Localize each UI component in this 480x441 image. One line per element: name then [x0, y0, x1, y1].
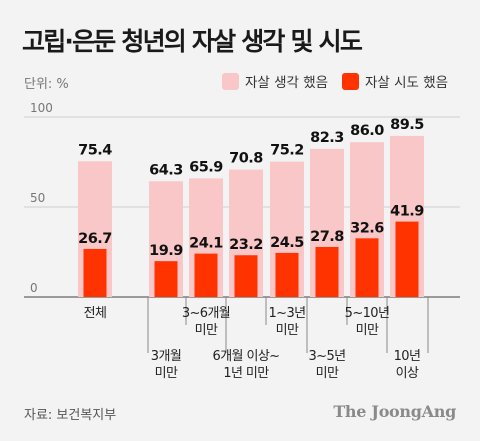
value-label-thought-5: 82.3 — [310, 130, 344, 146]
chart-title: 고립·은둔 청년의 자살 생각 및 시도 — [22, 27, 363, 56]
bar-attempt-0 — [83, 248, 107, 297]
value-label-attempt-7: 41.9 — [390, 204, 424, 220]
bar-attempt-3 — [234, 255, 258, 297]
value-label-thought-4: 75.2 — [270, 143, 304, 159]
bar-attempt-1 — [154, 261, 178, 297]
category-label-2-line-1: 미만 — [195, 323, 218, 338]
category-label-2-line-0: 3~6개월 — [182, 306, 230, 321]
value-label-attempt-6: 32.6 — [350, 220, 384, 236]
category-label-5-line-0: 3~5년 — [309, 349, 346, 364]
value-label-attempt-1: 19.9 — [149, 243, 183, 259]
category-label-1-line-0: 3개월 — [151, 349, 181, 364]
value-label-thought-0: 75.4 — [78, 142, 112, 158]
value-label-attempt-5: 27.8 — [310, 229, 344, 245]
legend-swatch-thought — [222, 72, 239, 90]
bar-attempt-5 — [315, 246, 339, 297]
source-note: 자료: 보건복지부 — [24, 408, 117, 423]
value-label-attempt-0: 26.7 — [78, 231, 112, 247]
category-label-5-line-1: 미만 — [316, 366, 339, 381]
value-label-thought-3: 70.8 — [229, 151, 263, 167]
legend-label-attempt: 자살 시도 했음 — [365, 75, 449, 91]
value-label-thought-7: 89.5 — [390, 117, 424, 133]
category-label-3-line-1: 1년 미만 — [223, 366, 269, 381]
bar-attempt-4 — [275, 252, 299, 297]
category-label-1-line-1: 미만 — [155, 366, 178, 381]
value-label-attempt-2: 24.1 — [189, 236, 223, 252]
legend-swatch-attempt — [342, 72, 359, 90]
category-label-6-line-0: 5~10년 — [345, 306, 390, 321]
legend-item-thought: 자살 생각 했음 — [222, 71, 328, 91]
category-label-4-line-1: 미만 — [276, 323, 299, 338]
bar-attempt-7 — [395, 221, 419, 297]
y-tick-label-50: 50 — [30, 191, 45, 205]
category-label-7-line-0: 10년 — [394, 349, 421, 364]
category-label-4-line-0: 1~3년 — [269, 306, 306, 321]
legend-label-thought: 자살 생각 했음 — [245, 75, 329, 91]
unit-label: 단위: % — [24, 77, 69, 92]
bar-attempt-2 — [194, 253, 218, 297]
value-label-thought-1: 64.3 — [149, 162, 183, 178]
y-tick-label-100: 100 — [30, 101, 53, 115]
category-label-0-line-0: 전체 — [84, 306, 107, 321]
bar-attempt-6 — [355, 238, 379, 297]
value-label-thought-6: 86.0 — [350, 123, 384, 139]
category-label-7-line-1: 이상 — [396, 366, 419, 381]
category-label-3-line-0: 6개월 이상~ — [213, 349, 280, 364]
category-label-6-line-1: 미만 — [356, 323, 379, 338]
value-label-attempt-4: 24.5 — [270, 235, 304, 251]
value-label-thought-2: 65.9 — [189, 159, 223, 175]
y-tick-label-0: 0 — [30, 281, 38, 295]
legend-item-attempt: 자살 시도 했음 — [342, 71, 448, 91]
brand-logo: The JoongAng — [333, 402, 456, 421]
value-label-attempt-3: 23.2 — [229, 237, 263, 253]
